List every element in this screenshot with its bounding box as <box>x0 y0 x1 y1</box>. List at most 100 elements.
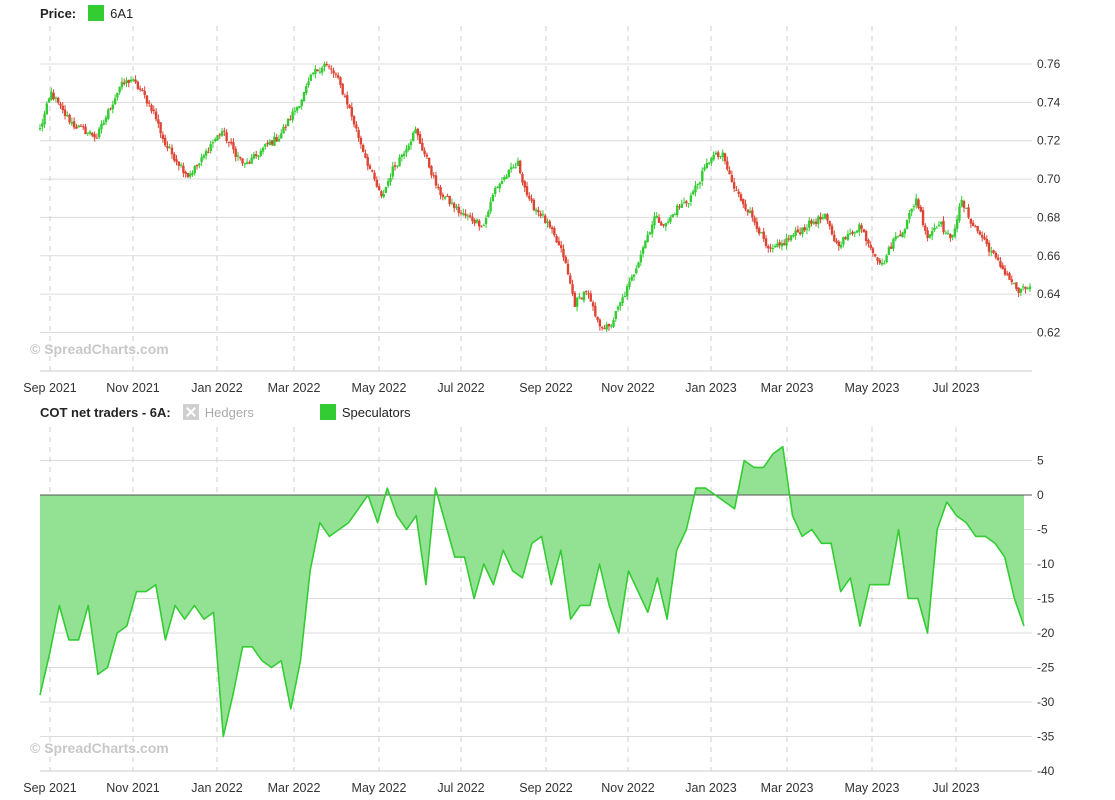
price-candle <box>373 172 376 180</box>
price-candle <box>503 177 506 180</box>
price-candle <box>507 169 511 178</box>
price-candle <box>707 162 711 164</box>
price-candle <box>225 132 228 142</box>
price-candle <box>1026 288 1029 290</box>
price-candle <box>141 89 144 91</box>
price-candle <box>343 95 347 97</box>
price-candle <box>229 141 233 144</box>
price-candle <box>391 166 394 177</box>
price-candle <box>730 175 734 182</box>
series-label-6a1[interactable]: 6A1 <box>110 5 134 21</box>
price-candle <box>255 154 258 157</box>
price-candle <box>72 121 76 128</box>
price-candles <box>38 61 1032 333</box>
price-candle <box>405 149 408 153</box>
price-candle <box>314 68 317 75</box>
price-candle <box>512 167 515 169</box>
price-candle <box>519 160 522 174</box>
price-candle <box>773 245 777 248</box>
price-candle <box>132 79 135 81</box>
price-candle <box>446 195 449 197</box>
price-candle <box>352 116 356 125</box>
price-candle <box>751 210 754 218</box>
price-candle <box>66 115 69 117</box>
price-candle <box>268 141 272 146</box>
price-candle <box>464 213 467 216</box>
price-candle <box>835 240 838 243</box>
price-candle <box>359 137 363 145</box>
price-candle <box>220 131 224 136</box>
price-candle <box>280 133 283 139</box>
price-candle <box>555 236 558 243</box>
price-candle <box>625 286 629 297</box>
price-candle <box>869 244 872 249</box>
price-candle <box>50 91 53 100</box>
hedgers-swatch-icon[interactable] <box>182 404 199 420</box>
price-candle <box>104 117 108 123</box>
price-candle <box>874 254 877 257</box>
price-candle <box>951 235 954 238</box>
speculators-area <box>40 446 1024 737</box>
price-candle <box>1010 279 1013 283</box>
price-candle <box>371 170 374 172</box>
price-candle <box>726 161 729 170</box>
price-candle <box>798 232 802 235</box>
price-candle <box>628 281 631 287</box>
cot-y-tick-label: -40 <box>1037 764 1055 778</box>
speculators-swatch[interactable] <box>319 404 336 420</box>
price-candle <box>1003 268 1007 275</box>
price-candle <box>753 217 756 223</box>
price-candle <box>596 316 599 320</box>
price-candle <box>136 81 140 89</box>
price-candle <box>327 66 331 68</box>
price-candle <box>719 156 722 158</box>
price-candle <box>826 214 829 221</box>
price-candle <box>705 162 709 169</box>
price-candle <box>698 182 702 185</box>
price-candle <box>755 221 759 229</box>
price-candle <box>767 246 770 249</box>
price-candle <box>323 63 326 67</box>
price-candle <box>851 231 854 234</box>
price-candle <box>630 276 633 281</box>
price-x-tick-label: May 2023 <box>845 381 900 395</box>
price-candle <box>776 243 779 247</box>
price-candle <box>239 156 242 159</box>
price-candle <box>500 181 504 185</box>
price-candle <box>969 218 973 224</box>
price-candle <box>612 320 615 327</box>
price-candle <box>448 195 451 204</box>
price-candle <box>59 103 62 106</box>
series-label-hedgers[interactable]: Hedgers <box>204 404 254 420</box>
price-candle <box>355 124 358 129</box>
cot-x-tick-label: Jan 2022 <box>191 781 242 795</box>
price-x-tick-label: Nov 2021 <box>106 381 160 395</box>
price-candle <box>234 148 237 158</box>
series-label-speculators[interactable]: Speculators <box>341 404 411 420</box>
price-candle <box>610 325 613 327</box>
price-candle <box>382 193 385 198</box>
price-candle <box>830 225 834 235</box>
price-candle <box>901 232 904 238</box>
price-candle <box>68 114 71 123</box>
price-candle <box>289 119 292 121</box>
price-candle <box>311 72 315 75</box>
price-candle <box>589 293 592 302</box>
price-candle <box>587 293 590 295</box>
price-candle <box>996 257 1000 260</box>
price-candle <box>655 215 658 218</box>
price-candle <box>421 142 424 151</box>
price-candle <box>548 221 551 228</box>
cot-x-tick-label: Jul 2022 <box>437 781 484 795</box>
price-candle <box>760 232 763 234</box>
price-candle <box>691 191 695 195</box>
price-candle <box>801 227 804 235</box>
price-candle <box>605 324 608 330</box>
price-candle <box>211 142 215 144</box>
series-swatch-6a1[interactable] <box>88 5 105 21</box>
price-candle <box>357 129 360 138</box>
price-candle <box>432 175 435 177</box>
price-candle <box>682 202 686 204</box>
price-candle <box>937 224 941 227</box>
price-candle <box>200 157 203 163</box>
